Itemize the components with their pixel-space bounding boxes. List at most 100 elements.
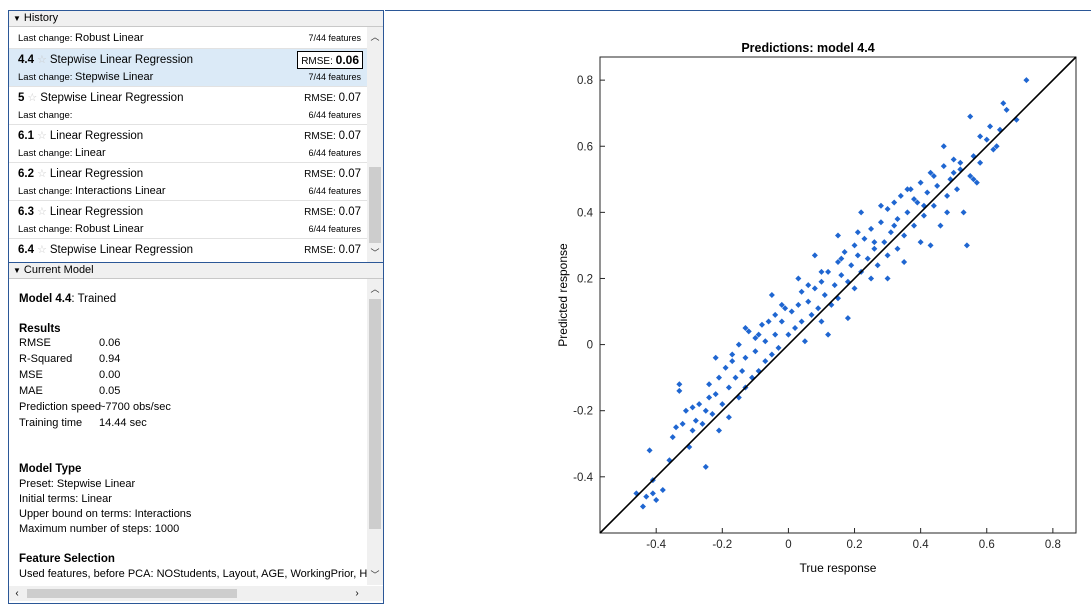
history-item-name: Stepwise Linear Regression [49, 54, 194, 66]
history-item[interactable]: 6.3 ☆ Linear Regression RMSE: 0.07 Last ch… [9, 201, 367, 239]
data-point [722, 364, 729, 371]
history-item[interactable]: 6.4 ☆ Stepwise Linear Regression RMSE: 0.0… [9, 239, 367, 262]
data-point [739, 368, 746, 375]
data-point [742, 325, 749, 332]
data-point [967, 173, 974, 179]
data-point [920, 212, 927, 219]
y-tick-label: 0.2 [577, 273, 593, 285]
star-icon[interactable]: ☆ [27, 92, 38, 104]
history-item-features: 6/44 features [308, 110, 361, 120]
data-point [725, 384, 732, 391]
result-key: R-Squared [19, 353, 73, 365]
data-point [861, 235, 868, 242]
history-item[interactable]: Last change: Robust Linear 7/44 features [9, 27, 367, 49]
collapse-triangle-icon[interactable]: ▼ [13, 14, 21, 23]
last-change-value: Stepwise Linear [75, 71, 154, 83]
scroll-up-arrow-icon[interactable]: ︿ [370, 284, 380, 294]
scroll-right-arrow-icon[interactable]: › [355, 588, 359, 599]
data-point [841, 249, 848, 256]
history-item-selected[interactable]: 4.4 ☆ Stepwise Linear Regression RMSE: 0.0… [9, 49, 367, 87]
data-point [798, 318, 805, 325]
last-change-value: Interactions Linear [75, 185, 166, 197]
data-point [768, 292, 775, 298]
data-point [808, 311, 815, 318]
result-value: 0.94 [99, 353, 121, 365]
data-point [844, 315, 851, 322]
data-point [907, 186, 914, 193]
history-item[interactable]: 5 ☆ Stepwise Linear Regression RMSE: 0.07 … [9, 87, 367, 125]
scroll-up-arrow-icon[interactable]: ︿ [370, 32, 380, 42]
history-item[interactable]: 6.2 ☆ Linear Regression RMSE: 0.07 Last ch… [9, 163, 367, 201]
data-point [973, 179, 980, 186]
result-key: MAE [19, 385, 43, 397]
data-point [877, 202, 884, 209]
star-icon[interactable]: ☆ [37, 130, 47, 142]
history-item-last-change: Last change: Linear [18, 147, 106, 159]
history-item-title: 4.4 ☆ Stepwise Linear Regression [18, 53, 193, 66]
reference-line [599, 56, 1077, 534]
data-point [755, 368, 762, 375]
rmse-label: RMSE: [301, 56, 333, 67]
star-icon[interactable]: ☆ [37, 244, 47, 256]
data-point [679, 420, 686, 427]
collapse-triangle-icon[interactable]: ▼ [13, 266, 21, 275]
data-point [706, 394, 713, 401]
result-value: 0.00 [99, 369, 121, 381]
data-point [914, 199, 921, 206]
y-tick-label: 0.6 [577, 141, 593, 153]
data-point [752, 334, 759, 341]
last-change-value: Robust Linear [75, 223, 144, 235]
last-change-label: Last change: [18, 33, 73, 44]
data-point [957, 159, 964, 166]
data-point [993, 143, 1000, 150]
data-point [858, 209, 865, 216]
history-item-features: 6/44 features [308, 224, 361, 234]
data-point [917, 179, 924, 186]
x-tick-label: -0.2 [712, 539, 732, 551]
scroll-down-arrow-icon[interactable]: ﹀ [370, 570, 380, 580]
star-icon[interactable]: ☆ [37, 54, 47, 66]
data-point [871, 245, 878, 252]
data-point [983, 136, 990, 143]
data-point [891, 222, 898, 229]
data-point [884, 275, 891, 282]
data-point [851, 242, 858, 249]
data-point [653, 496, 660, 503]
scrollbar-thumb[interactable] [27, 589, 237, 598]
data-point [775, 344, 782, 351]
last-change-label: Last change: [18, 110, 73, 121]
history-item[interactable]: 6.1 ☆ Linear Regression RMSE: 0.07 Last ch… [9, 125, 367, 163]
star-icon[interactable]: ☆ [37, 206, 47, 218]
scrollbar-thumb[interactable] [369, 299, 381, 529]
data-point [676, 387, 683, 394]
data-point [729, 351, 736, 358]
data-point [745, 328, 752, 335]
x-axis-label: True response [800, 561, 877, 575]
model-type-heading: Model Type [19, 463, 82, 475]
history-vertical-scrollbar[interactable]: ︿ ﹀ [367, 27, 383, 262]
current-model-vertical-scrollbar[interactable]: ︿ ﹀ [367, 279, 383, 585]
data-point [937, 222, 944, 229]
current-model-header[interactable]: ▼ Current Model [9, 263, 383, 279]
rmse-label: RMSE: [304, 207, 336, 218]
x-tick-label: 0.6 [979, 539, 995, 551]
scroll-left-arrow-icon[interactable]: ‹ [15, 588, 19, 599]
feature-selection-line: Used features, before PCA: NOStudents, L… [19, 568, 368, 580]
data-point [716, 427, 722, 434]
x-tick-label: 0 [785, 539, 791, 551]
history-item-name: Linear Regression [49, 130, 144, 142]
current-model-horizontal-scrollbar[interactable]: ‹ › [9, 586, 383, 601]
scrollbar-thumb[interactable] [369, 167, 381, 243]
history-item-rmse: RMSE: 0.06 [297, 51, 363, 69]
data-point [768, 351, 775, 358]
star-icon[interactable]: ☆ [37, 168, 47, 180]
data-point [788, 308, 795, 315]
history-header[interactable]: ▼ History [9, 11, 383, 27]
data-point [805, 298, 812, 305]
scroll-down-arrow-icon[interactable]: ﹀ [370, 248, 380, 258]
data-point [818, 278, 825, 285]
data-point [950, 156, 957, 163]
data-point [887, 229, 894, 236]
result-row: Prediction speed ~7700 obs/sec [19, 401, 171, 413]
last-change-label: Last change: [18, 224, 73, 235]
